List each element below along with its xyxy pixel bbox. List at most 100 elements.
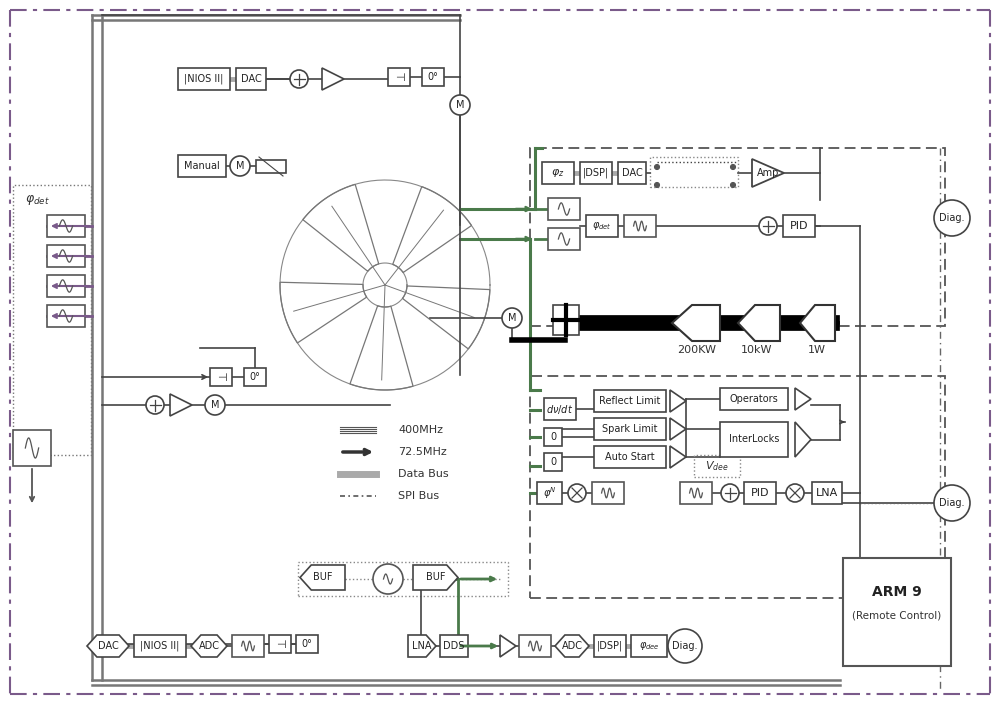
Text: $\varphi^N$: $\varphi^N$ [543, 485, 556, 501]
Text: BUF: BUF [313, 572, 332, 582]
Text: $\varphi_{det}$: $\varphi_{det}$ [592, 220, 612, 232]
Bar [244, 368, 266, 386]
Text: 10kW: 10kW [741, 345, 773, 355]
Circle shape [934, 485, 970, 521]
Text: DAC: DAC [98, 641, 118, 651]
Circle shape [730, 182, 736, 187]
Text: PID: PID [751, 488, 769, 498]
Bar [537, 482, 562, 504]
Text: ADC: ADC [198, 641, 220, 651]
Polygon shape [300, 565, 345, 590]
Bar [296, 635, 318, 653]
Text: 0°: 0° [250, 372, 260, 382]
Bar [178, 155, 226, 177]
Bar [298, 562, 508, 596]
Polygon shape [670, 446, 686, 468]
Bar [631, 635, 667, 657]
Text: DAC: DAC [241, 74, 261, 84]
Text: $\varphi_{det}$: $\varphi_{det}$ [25, 193, 49, 207]
Bar [269, 635, 291, 653]
Text: 400MHz: 400MHz [398, 425, 443, 435]
Text: Amp: Amp [757, 168, 779, 178]
Bar [134, 635, 186, 657]
Text: Operators: Operators [730, 394, 778, 404]
Circle shape [502, 308, 522, 328]
Text: Diag.: Diag. [672, 641, 698, 651]
Polygon shape [500, 635, 516, 657]
Bar [542, 162, 574, 184]
Circle shape [759, 217, 777, 235]
Bar [178, 68, 230, 90]
Bar [592, 482, 624, 504]
Text: SPI Bus: SPI Bus [398, 491, 439, 501]
Text: $\dashv$: $\dashv$ [274, 638, 286, 650]
Bar [422, 68, 444, 86]
Text: Manual: Manual [184, 161, 220, 171]
Text: $\dashv$: $\dashv$ [215, 371, 227, 383]
Circle shape [668, 629, 702, 663]
Text: M: M [236, 161, 244, 171]
Bar [744, 482, 776, 504]
Polygon shape [555, 635, 589, 657]
Bar [47, 305, 85, 327]
Bar [548, 228, 580, 250]
Polygon shape [413, 565, 458, 590]
Bar [720, 388, 788, 410]
Bar [13, 430, 51, 466]
Text: $V_{dee}$: $V_{dee}$ [705, 459, 729, 473]
Polygon shape [322, 68, 344, 90]
Text: M: M [456, 100, 464, 110]
Polygon shape [191, 635, 227, 657]
Circle shape [230, 156, 250, 176]
Bar [236, 68, 266, 90]
Bar [680, 482, 712, 504]
Circle shape [568, 484, 586, 502]
Text: M: M [211, 400, 219, 410]
Circle shape [654, 182, 660, 187]
Polygon shape [738, 305, 780, 341]
Text: $\varphi_{dee}$: $\varphi_{dee}$ [639, 640, 659, 652]
Text: ADC: ADC [562, 641, 582, 651]
Circle shape [934, 200, 970, 236]
Text: Data Bus: Data Bus [398, 469, 449, 479]
Text: 0: 0 [550, 432, 556, 442]
Circle shape [786, 484, 804, 502]
Circle shape [450, 95, 470, 115]
Polygon shape [408, 635, 436, 657]
Polygon shape [752, 159, 784, 187]
Text: 0: 0 [550, 457, 556, 467]
Text: (Remote Control): (Remote Control) [852, 610, 942, 620]
Bar [530, 376, 945, 598]
Circle shape [205, 395, 225, 415]
Bar [47, 245, 85, 267]
Polygon shape [795, 388, 811, 410]
Bar [783, 215, 815, 237]
Text: |NIOS II|: |NIOS II| [184, 74, 224, 84]
Polygon shape [670, 390, 686, 412]
Bar [47, 275, 85, 297]
Text: Diag.: Diag. [939, 213, 965, 223]
Bar [13, 185, 91, 455]
Bar [519, 635, 551, 657]
Polygon shape [170, 394, 192, 416]
Bar [544, 428, 562, 446]
Bar [618, 162, 646, 184]
Bar [594, 446, 666, 468]
Text: $\varphi_z$: $\varphi_z$ [551, 167, 565, 179]
Polygon shape [800, 305, 835, 341]
Polygon shape [672, 305, 720, 341]
Text: 0°: 0° [302, 639, 312, 649]
Text: PID: PID [790, 221, 808, 231]
Bar [388, 68, 410, 86]
Text: 200KW: 200KW [678, 345, 716, 355]
Circle shape [654, 165, 660, 170]
Bar [580, 162, 612, 184]
Text: BUF: BUF [426, 572, 445, 582]
Text: Diag.: Diag. [939, 498, 965, 508]
Circle shape [721, 484, 739, 502]
Text: InterLocks: InterLocks [729, 434, 779, 444]
Bar [812, 482, 842, 504]
Bar [256, 160, 286, 173]
Polygon shape [795, 422, 811, 457]
Text: $d\nu/dt$: $d\nu/dt$ [546, 403, 574, 415]
